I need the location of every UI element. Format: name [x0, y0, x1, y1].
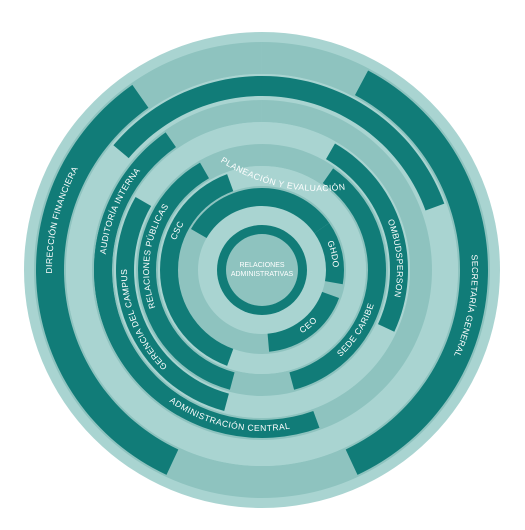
arc-csc [160, 174, 234, 366]
center-core [226, 234, 298, 306]
arc-sede-caribe [289, 168, 386, 390]
arc-ghdo [314, 222, 345, 285]
arc-dsit [190, 187, 330, 238]
arc-ceo [267, 291, 340, 352]
arc-ombudsperson [326, 143, 408, 332]
unit-arcs [36, 70, 489, 475]
center-label: RELACIONES ADMINISTRATIVAS [231, 262, 294, 278]
arc-relaciones-publicas [138, 162, 235, 390]
arc-secretaria-general [345, 70, 489, 475]
center-node: RELACIONES ADMINISTRATIVAS [202, 210, 322, 330]
arc-planeacion [113, 76, 445, 211]
arc-admin-central [94, 212, 320, 438]
arc-gerencia-campus [116, 197, 229, 412]
arc-direccion-financiera [36, 84, 179, 475]
